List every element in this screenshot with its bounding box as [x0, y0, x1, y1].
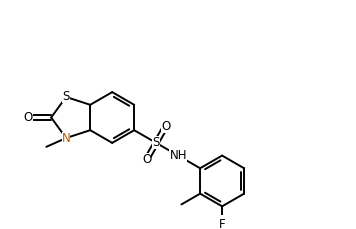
Text: O: O [24, 111, 33, 124]
Text: O: O [161, 120, 170, 133]
Text: F: F [219, 218, 225, 229]
Text: S: S [152, 136, 160, 149]
Text: O: O [142, 153, 151, 166]
Text: S: S [62, 90, 70, 104]
Text: N: N [62, 131, 70, 144]
Text: NH: NH [169, 149, 187, 162]
